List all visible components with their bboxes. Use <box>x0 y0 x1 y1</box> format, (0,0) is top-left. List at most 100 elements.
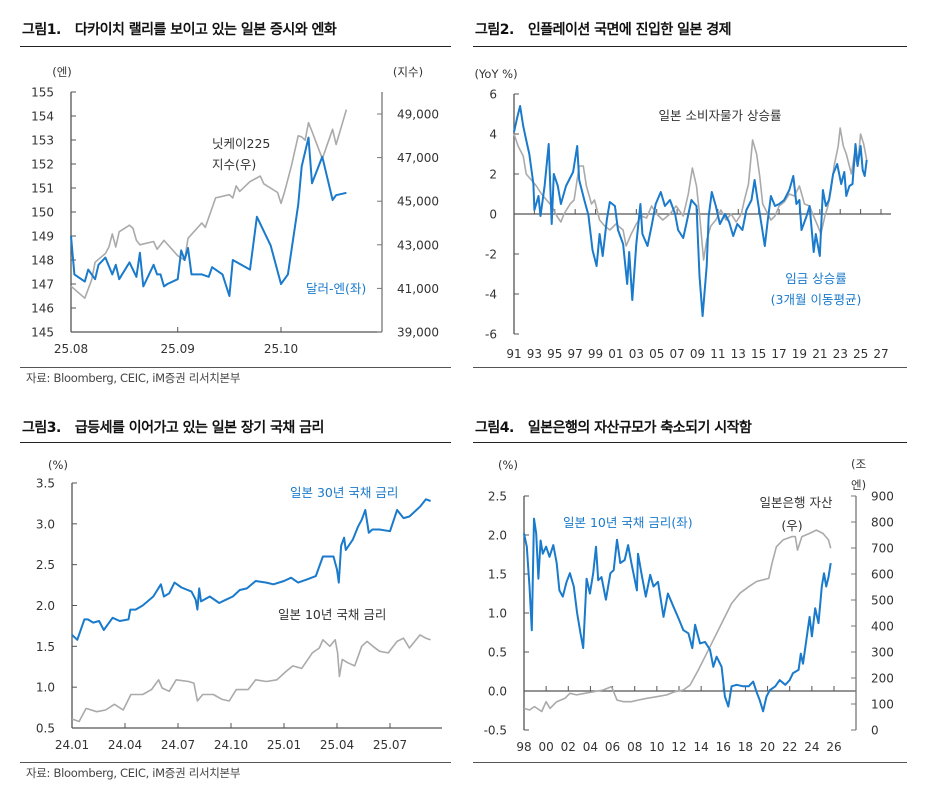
figure-1-y-tick-label: 149 <box>31 230 54 244</box>
figure-3-y-tick-label: 2.0 <box>36 599 55 613</box>
figure-4-series-label-2: (우) <box>781 518 802 533</box>
figure-1-y-tick-label: 146 <box>31 302 54 316</box>
figure-2-y-tick-label: -4 <box>485 288 497 302</box>
figure-2-y-tick-label: -2 <box>485 248 497 262</box>
figure-1-y-tick-label: 148 <box>31 254 54 268</box>
figure-1-y-tick-label: 153 <box>31 134 54 148</box>
figure-4-y-right-tick-label: 900 <box>871 490 894 504</box>
figure-4-x-tick-label: 06 <box>605 740 620 754</box>
figure-2-x-tick-label: 91 <box>506 347 521 361</box>
figure-3-number: 그림3. <box>22 420 61 436</box>
figure-4-number: 그림4. <box>475 420 514 436</box>
figure-1-source: 자료: Bloomberg, CEIC, iM증권 리서치본부 <box>26 371 241 385</box>
figure-4-x-tick-label: 22 <box>782 740 797 754</box>
figure-1-y-right-tick-label: 49,000 <box>397 108 439 122</box>
figure-3-title-text: 급등세를 이어가고 있는 일본 장기 국채 금리 <box>74 420 325 436</box>
figure-2-x-tick-label: 11 <box>710 347 725 361</box>
figure-2-x-tick-label: 03 <box>629 347 644 361</box>
figure-4-x-tick-label: 24 <box>804 740 819 754</box>
figure-1-y-tick-label: 155 <box>31 86 54 100</box>
figure-3-series-line-1 <box>71 498 431 641</box>
figure-3-y-tick-label: 2.5 <box>36 558 55 572</box>
figure-3-x-tick-label: 24.07 <box>161 738 195 752</box>
figure-3-title-rule <box>20 442 451 443</box>
figure-2-x-tick-label: 05 <box>649 347 664 361</box>
figure-3-x-tick-label: 25.07 <box>373 738 407 752</box>
figure-4-y-axis-right-unit: 엔) <box>851 478 866 492</box>
figure-2-y-tick-label: 4 <box>489 128 497 142</box>
figure-3-x-tick-label: 24.10 <box>214 738 248 752</box>
figure-1-y-tick-label: 145 <box>31 326 54 340</box>
figure-1-y-tick-label: 152 <box>31 158 54 172</box>
figure-4-x-tick-label: 02 <box>561 740 576 754</box>
figure-2-bottom-rule <box>473 367 907 368</box>
figure-1-title: 그림1. 다카이치 랠리를 보이고 있는 일본 증시와 엔화 <box>22 19 337 39</box>
figure-2-x-tick-label: 25 <box>853 347 868 361</box>
figure-3-y-tick-label: 3.5 <box>36 477 55 491</box>
figure-2-x-tick-label: 01 <box>608 347 623 361</box>
figure-3-series-label-1: 일본 30년 국채 금리 <box>290 485 398 500</box>
figure-3-y-tick-label: 1.5 <box>36 640 55 654</box>
figure-1-series-label-2: 지수(우) <box>212 157 256 172</box>
figure-4-series-line-2 <box>523 529 832 713</box>
figure-2-x-tick-label: 27 <box>873 347 888 361</box>
figure-2-y-axis-unit: (YoY %) <box>474 67 517 81</box>
figure-4-title-rule <box>473 442 907 443</box>
figure-2-title: 그림2. 인플레이션 국면에 진입한 일본 경제 <box>475 19 732 39</box>
figure-4-x-tick-label: 20 <box>760 740 775 754</box>
figure-4-y-tick-label: 1.5 <box>488 568 507 582</box>
figure-4-title-text: 일본은행의 자산규모가 축소되기 시작함 <box>527 420 752 436</box>
figure-4-y-right-tick-label: 400 <box>871 620 894 634</box>
figure-2-series-label-2: 일본 소비자물가 상승률 <box>659 108 782 123</box>
figure-3-title: 그림3. 급등세를 이어가고 있는 일본 장기 국채 금리 <box>22 417 324 437</box>
figure-4-y-tick-label: 2.5 <box>488 490 507 504</box>
figure-1-y-axis-unit: (엔) <box>52 65 72 79</box>
figure-1-title-text: 다카이치 랠리를 보이고 있는 일본 증시와 엔화 <box>74 22 337 38</box>
figure-2-x-tick-label: 21 <box>812 347 827 361</box>
figure-1-y-right-tick-label: 41,000 <box>397 282 439 296</box>
figure-3-series-line-2 <box>71 634 431 723</box>
figure-1-y-axis-right-unit: (지수) <box>393 65 423 79</box>
figure-2-title-text: 인플레이션 국면에 진입한 일본 경제 <box>527 22 732 38</box>
figure-3-y-tick-label: 0.5 <box>36 722 55 736</box>
figure-1-series-label-1: 달러-엔(좌) <box>306 281 366 296</box>
figure-4-y-right-tick-label: 700 <box>871 542 894 556</box>
figure-4-y-right-tick-label: 200 <box>871 672 894 686</box>
figure-1-series-line-2 <box>70 109 348 299</box>
figure-2-series-label-1: 임금 상승률 <box>785 271 846 286</box>
figure-1-y-right-tick-label: 47,000 <box>397 151 439 165</box>
figure-4-y-right-tick-label: 600 <box>871 568 894 582</box>
figure-2-x-tick-label: 17 <box>771 347 786 361</box>
figure-1-x-tick-label: 25.09 <box>161 342 195 356</box>
figure-2-x-tick-label: 95 <box>547 347 562 361</box>
figure-1-y-tick-label: 154 <box>31 110 54 124</box>
figure-1-y-right-tick-label: 45,000 <box>397 195 439 209</box>
figure-1-y-right-tick-label: 39,000 <box>397 326 439 340</box>
figure-4-series-line-1 <box>523 517 832 713</box>
figure-4-y-tick-label: 0.0 <box>488 685 507 699</box>
figure-2-x-tick-label: 13 <box>731 347 746 361</box>
figure-1-series-line-1 <box>70 136 347 297</box>
figure-2-x-tick-label: 99 <box>588 347 603 361</box>
figure-4-x-tick-label: 12 <box>671 740 686 754</box>
figure-2-series-line-1 <box>513 105 868 317</box>
figure-3-x-tick-label: 24.01 <box>55 738 89 752</box>
figure-2-y-tick-label: 6 <box>489 88 497 102</box>
figure-4-x-tick-label: 98 <box>516 740 531 754</box>
figure-1-number: 그림1. <box>22 22 61 38</box>
figure-3-x-tick-label: 25.04 <box>320 738 354 752</box>
figure-2-x-tick-label: 23 <box>833 347 848 361</box>
figure-4-bottom-rule <box>473 762 907 763</box>
figure-2-number: 그림2. <box>475 22 514 38</box>
figure-1-y-tick-label: 150 <box>31 206 54 220</box>
figure-2-x-tick-label: 07 <box>669 347 684 361</box>
figure-2-y-tick-label: -6 <box>485 328 497 342</box>
figure-2-x-tick-label: 15 <box>751 347 766 361</box>
figure-3-bottom-rule <box>20 762 451 763</box>
figure-3-y-tick-label: 3.0 <box>36 517 55 531</box>
figure-4-x-tick-label: 00 <box>539 740 554 754</box>
figure-4-x-tick-label: 04 <box>583 740 598 754</box>
figure-1-y-tick-label: 151 <box>31 182 54 196</box>
figure-4-x-tick-label: 14 <box>694 740 709 754</box>
